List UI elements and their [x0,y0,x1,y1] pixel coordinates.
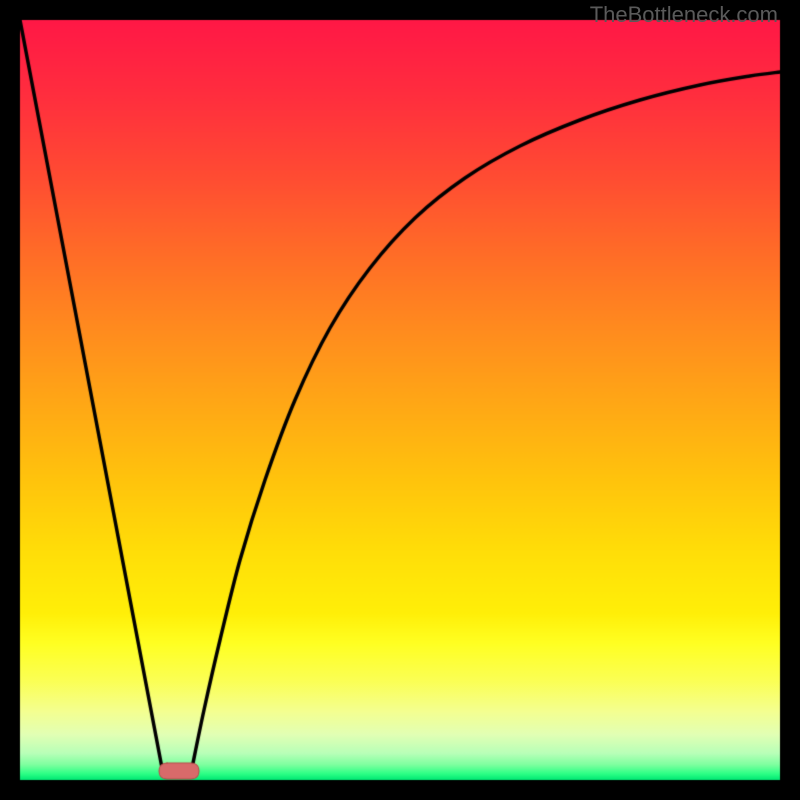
chart-container: TheBottleneck.com [0,0,800,800]
watermark-text: TheBottleneck.com [590,2,778,28]
bottleneck-chart-canvas [0,0,800,800]
